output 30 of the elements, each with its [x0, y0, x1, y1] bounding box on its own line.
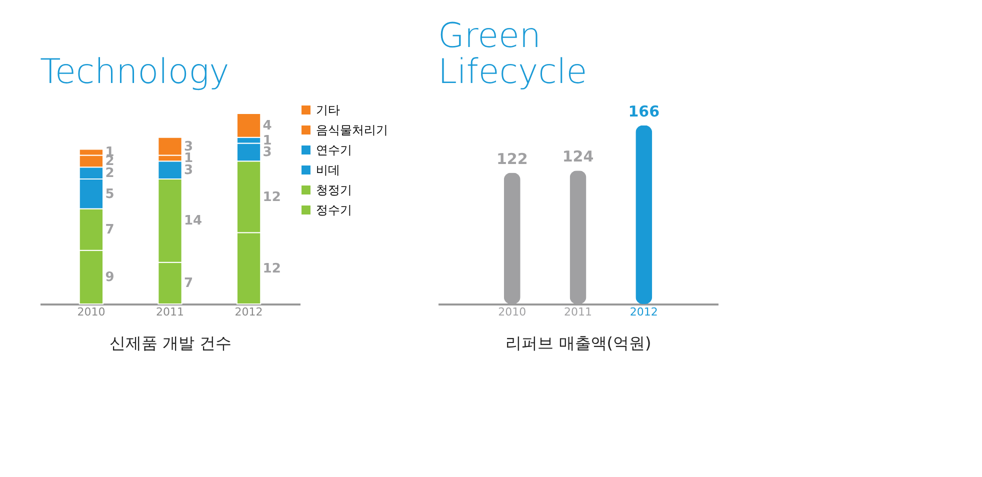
data-label: 7 [184, 276, 194, 292]
chart-title: Green Lifecycle [438, 16, 588, 92]
data-label: 5 [105, 186, 114, 202]
data-label: 122 [496, 150, 528, 168]
data-label: 166 [628, 102, 660, 120]
legend-label: 기타 [316, 103, 340, 117]
x-tick-label: 2012 [630, 306, 658, 318]
x-axis-title: 리퍼브 매출액(억원) [506, 334, 652, 352]
x-tick-label: 2010 [77, 306, 106, 318]
legend-label: 음식물처리기 [316, 123, 388, 137]
x-axis-title: 신제품 개발 건수 [109, 334, 232, 352]
legend-label: 비데 [316, 163, 340, 177]
chart-title: Technology [40, 52, 230, 92]
data-label: 4 [262, 118, 272, 134]
data-label: 12 [262, 261, 281, 276]
data-label: 2 [105, 166, 114, 182]
data-label: 9 [105, 270, 114, 286]
x-tick-label: 2011 [156, 306, 184, 318]
data-label: 124 [562, 148, 594, 166]
data-label: 14 [184, 214, 202, 229]
data-label: 12 [262, 190, 281, 205]
x-tick-label: 2012 [234, 306, 263, 318]
data-label: 7 [105, 222, 114, 238]
x-tick-label: 2011 [564, 306, 592, 318]
legend-label: 청정기 [316, 183, 352, 197]
data-label: 3 [262, 145, 272, 160]
legend-label: 정수기 [316, 203, 352, 217]
x-tick-label: 2010 [498, 306, 526, 318]
legend-label: 연수기 [316, 143, 352, 157]
data-label: 3 [184, 163, 194, 178]
